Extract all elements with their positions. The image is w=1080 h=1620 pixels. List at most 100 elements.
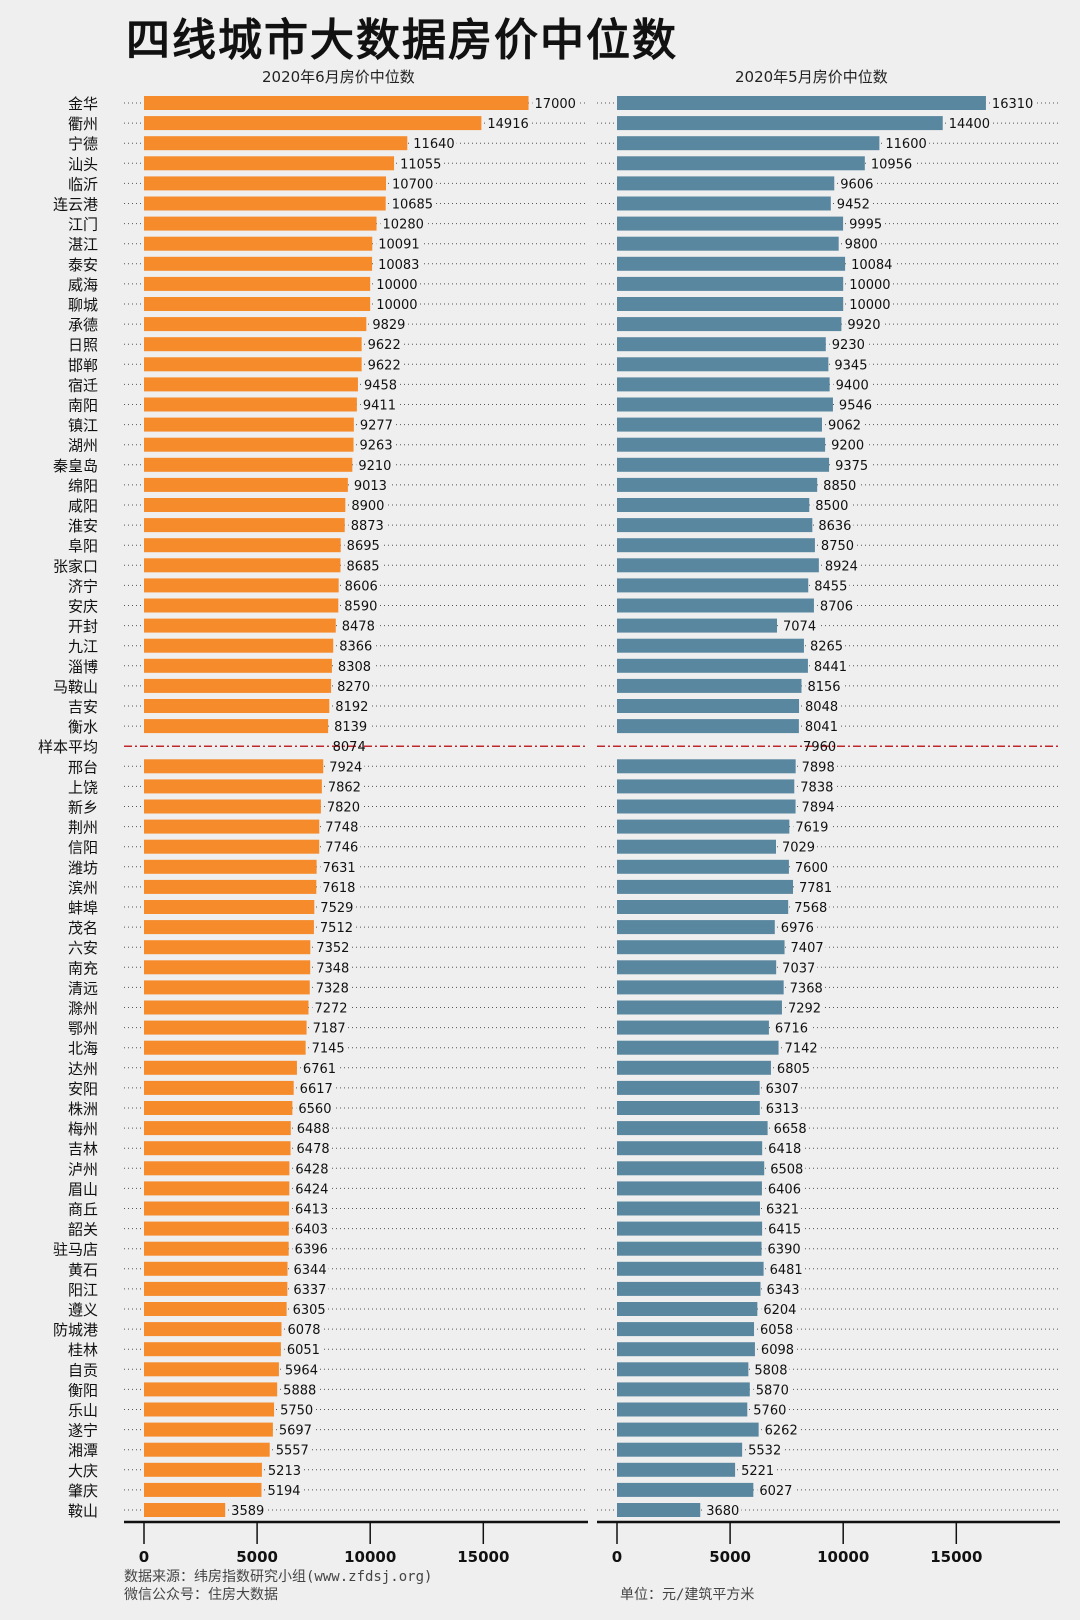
- label-background: [989, 97, 1036, 112]
- bar: [617, 699, 800, 713]
- bar: [617, 1201, 760, 1216]
- bar: [144, 1261, 288, 1276]
- category-label: 商丘: [68, 1201, 98, 1219]
- data-label: 9622: [368, 358, 401, 373]
- data-label: 8590: [344, 600, 377, 615]
- label-background: [780, 961, 818, 977]
- label-background: [229, 1504, 267, 1519]
- bar: [144, 196, 386, 211]
- label-background: [834, 197, 872, 213]
- label-background: [792, 860, 831, 876]
- data-label: 8706: [820, 600, 853, 615]
- series-title-may: 2020年5月房价中位数: [735, 68, 888, 86]
- category-label: 信阳: [68, 839, 98, 857]
- data-label: 8478: [342, 620, 375, 635]
- label-background: [766, 1142, 804, 1158]
- label-background: [766, 1222, 804, 1238]
- source-note: 数据来源：纬房指数研究小组(www.zfdsj.org): [124, 1569, 433, 1585]
- data-label: 5557: [276, 1444, 309, 1459]
- data-label: 8606: [345, 579, 378, 594]
- label-background: [318, 901, 356, 916]
- data-label: 5888: [283, 1383, 316, 1398]
- label-background: [798, 780, 836, 796]
- label-background: [829, 438, 867, 454]
- bar: [617, 1342, 755, 1357]
- category-label: 聊城: [68, 296, 98, 314]
- data-label: 7145: [312, 1042, 345, 1057]
- label-background: [753, 1383, 791, 1399]
- label-background: [342, 599, 380, 615]
- data-label: 10700: [392, 177, 433, 192]
- data-label: 7781: [799, 881, 832, 896]
- bar: [144, 1020, 307, 1035]
- bar: [144, 216, 377, 231]
- label-background: [802, 720, 840, 736]
- bar: [144, 1241, 289, 1256]
- bar: [617, 1442, 743, 1457]
- label-background: [291, 1282, 329, 1298]
- bar: [617, 357, 829, 372]
- data-label: 5808: [754, 1363, 787, 1378]
- data-label: 8900: [351, 499, 384, 514]
- label-background: [290, 1303, 328, 1318]
- bar: [617, 1121, 768, 1136]
- data-label: 10685: [392, 198, 433, 213]
- data-label: 9400: [836, 378, 869, 393]
- category-label: 泰安: [68, 256, 98, 274]
- bar: [144, 1201, 290, 1216]
- category-label: 安庆: [68, 598, 98, 616]
- bar: [144, 1121, 291, 1136]
- bar: [144, 1302, 287, 1316]
- label-background: [833, 458, 871, 474]
- data-label: 10083: [378, 258, 419, 273]
- label-background: [296, 1102, 334, 1117]
- bar: [617, 96, 986, 110]
- data-label: 16310: [992, 97, 1033, 112]
- x-tick-label: 15000: [457, 1548, 509, 1566]
- bar: [617, 1462, 736, 1477]
- data-label: 9411: [363, 399, 396, 414]
- data-label: 6508: [770, 1162, 803, 1177]
- bar: [144, 1402, 275, 1417]
- category-label: 宁德: [68, 135, 98, 153]
- bar: [144, 377, 358, 392]
- category-label: 南充: [68, 959, 98, 977]
- label-background: [365, 358, 403, 374]
- category-label: 潍坊: [68, 859, 98, 877]
- category-label: 阜阳: [68, 537, 98, 555]
- data-label: 6051: [287, 1343, 320, 1358]
- bar: [144, 1281, 288, 1296]
- label-background: [752, 1363, 790, 1379]
- bar: [144, 498, 346, 512]
- category-label: 宿迁: [68, 376, 98, 394]
- bar: [617, 839, 776, 854]
- category-label: 滁州: [68, 1000, 98, 1018]
- data-label: 9013: [354, 479, 387, 494]
- data-label: 7328: [316, 981, 349, 996]
- chart-title: 四线城市大数据房价中位数: [126, 15, 678, 66]
- bar: [144, 176, 387, 191]
- category-label: 安阳: [68, 1080, 98, 1098]
- label-background: [293, 1182, 331, 1198]
- bar: [617, 397, 833, 412]
- bar: [144, 1482, 262, 1497]
- bar: [144, 317, 367, 332]
- data-label: 11600: [885, 137, 926, 152]
- label-background: [763, 1102, 801, 1117]
- bar: [617, 719, 799, 734]
- bar: [144, 759, 324, 774]
- category-label: 肇庆: [68, 1482, 98, 1500]
- data-label: 7142: [785, 1042, 818, 1057]
- bar: [144, 658, 332, 673]
- label-background: [278, 1403, 316, 1419]
- label-background: [946, 117, 993, 133]
- data-label: 10000: [376, 298, 417, 313]
- bar: [144, 1422, 273, 1437]
- data-label: 11055: [400, 157, 441, 172]
- category-label: 吉林: [68, 1140, 98, 1158]
- label-background: [799, 760, 837, 776]
- bar: [617, 116, 943, 131]
- category-label: 湖州: [68, 437, 98, 455]
- bar: [144, 136, 408, 151]
